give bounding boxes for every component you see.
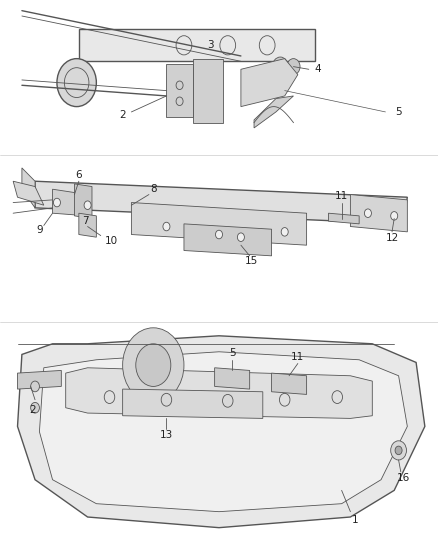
Text: 16: 16 <box>396 473 410 483</box>
Text: 2: 2 <box>119 110 126 119</box>
Polygon shape <box>74 184 92 219</box>
Text: 7: 7 <box>82 216 89 226</box>
Polygon shape <box>79 213 96 237</box>
Polygon shape <box>39 352 407 512</box>
Polygon shape <box>350 195 407 232</box>
Polygon shape <box>18 336 425 528</box>
Polygon shape <box>22 168 35 208</box>
Polygon shape <box>184 224 272 256</box>
Bar <box>193 59 223 123</box>
Circle shape <box>84 201 91 209</box>
Polygon shape <box>18 370 61 389</box>
Circle shape <box>163 222 170 231</box>
Circle shape <box>57 59 96 107</box>
Circle shape <box>287 59 300 75</box>
Circle shape <box>395 446 402 455</box>
Text: 13: 13 <box>160 431 173 440</box>
Polygon shape <box>215 368 250 389</box>
Text: 12: 12 <box>385 233 399 243</box>
Circle shape <box>53 198 60 207</box>
Text: 10: 10 <box>105 236 118 246</box>
Text: 15: 15 <box>245 256 258 266</box>
Text: 9: 9 <box>36 225 43 235</box>
Circle shape <box>31 381 39 392</box>
Circle shape <box>391 441 406 460</box>
Circle shape <box>123 328 184 402</box>
Text: 4: 4 <box>314 64 321 74</box>
Circle shape <box>237 233 244 241</box>
Text: 8: 8 <box>150 184 157 194</box>
Bar <box>166 64 193 117</box>
Text: 5: 5 <box>229 349 236 358</box>
Text: 11: 11 <box>291 352 304 362</box>
Polygon shape <box>328 213 359 224</box>
Text: 3: 3 <box>207 41 214 50</box>
Text: 6: 6 <box>75 170 82 180</box>
Text: 11: 11 <box>335 191 348 201</box>
Polygon shape <box>13 181 44 205</box>
Circle shape <box>391 212 398 220</box>
Polygon shape <box>131 203 307 245</box>
Circle shape <box>364 209 371 217</box>
Text: 2: 2 <box>29 406 36 415</box>
Circle shape <box>136 344 171 386</box>
Polygon shape <box>35 181 407 224</box>
Polygon shape <box>79 29 315 61</box>
Circle shape <box>281 228 288 236</box>
Text: 5: 5 <box>395 107 402 117</box>
Polygon shape <box>254 96 293 128</box>
Polygon shape <box>272 373 307 394</box>
Text: 1: 1 <box>351 515 358 524</box>
Polygon shape <box>123 389 263 418</box>
Polygon shape <box>66 368 372 418</box>
Circle shape <box>272 57 288 76</box>
Circle shape <box>215 230 223 239</box>
Circle shape <box>31 402 39 413</box>
Polygon shape <box>53 189 88 216</box>
Polygon shape <box>241 59 298 107</box>
